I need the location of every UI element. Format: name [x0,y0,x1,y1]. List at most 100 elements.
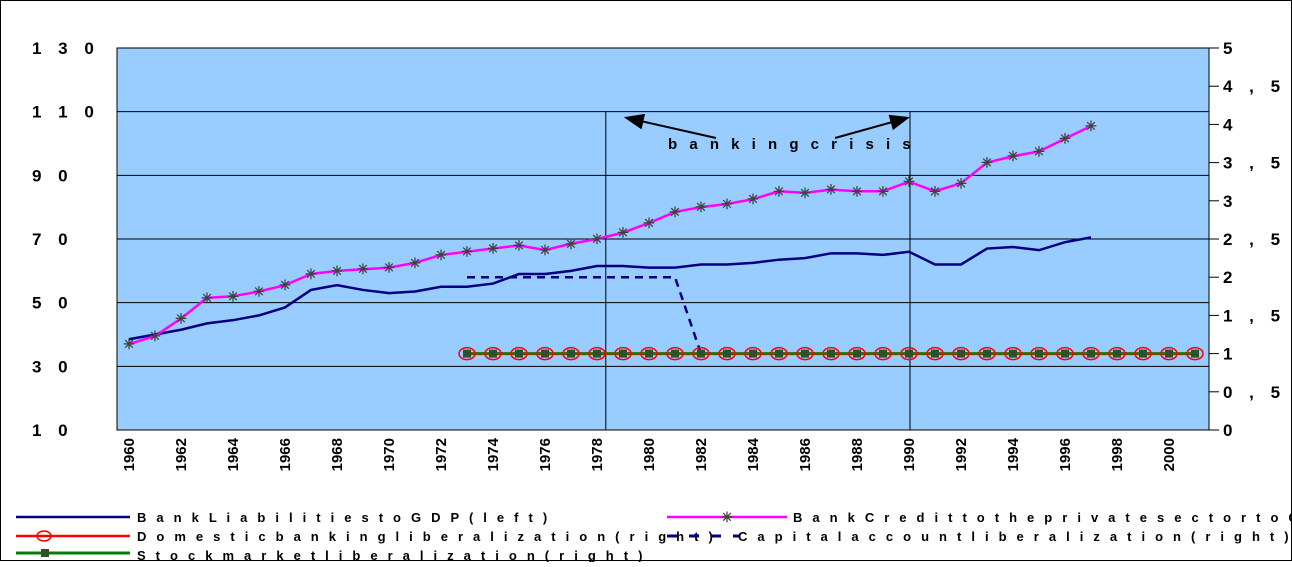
series-stock-point [879,349,887,358]
x-tick-label: 1974 [485,437,502,471]
series-credit-point: ✳ [331,263,343,279]
series-credit-point: ✳ [539,242,551,258]
series-stock-point [983,349,991,358]
series-domestic-point [978,346,996,361]
left-tick-label: 1 0 [32,421,74,440]
series-credit-point: ✳ [279,277,291,293]
series-domestic-point [1056,346,1074,361]
series-domestic-point [952,346,970,361]
x-tick-label: 2000 [1161,438,1178,471]
series-credit-point: ✳ [1085,118,1097,134]
right-tick-label: 2 , 5 [1223,230,1286,249]
right-tick-label: 4 [1223,115,1238,134]
series-stock-point [775,349,783,358]
left-tick-label: 9 0 [32,166,74,185]
right-tick-label: 0 , 5 [1223,383,1286,402]
series-credit-point: ✳ [799,185,811,201]
series-domestic-point [588,346,606,361]
x-tick-label: 1998 [1109,438,1126,471]
series-stock-point [697,349,705,358]
series-stock-point [931,349,939,358]
series-domestic-point [1186,346,1204,361]
series-credit-point: ✳ [955,175,967,191]
x-tick-label: 1984 [745,437,762,471]
series-credit-point: ✳ [903,174,915,190]
series-credit-point: ✳ [669,204,681,220]
series-domestic-point [666,346,684,361]
series-stock-point [463,349,471,358]
series-stock-point [1139,349,1147,358]
right-tick-label: 4 , 5 [1223,77,1286,96]
legend-label-capital: C a p i t a l a c c o u n t l i b e r a … [738,529,1292,544]
series-stock-point [1035,349,1043,358]
x-tick-label: 1960 [121,438,138,471]
series-credit-point: ✳ [747,191,759,207]
series-stock-point [749,349,757,358]
legend-label-credit: B a n k C r e d i t t o t h e p r i v a … [793,510,1292,525]
series-domestic-point [926,346,944,361]
series-domestic-point [692,346,710,361]
x-tick-label: 1976 [537,438,554,471]
x-tick-label: 1980 [641,438,658,471]
series-credit-point: ✳ [435,247,447,263]
series-credit-point: ✳ [201,290,213,306]
series-stock-point [905,349,913,358]
x-tick-label: 1978 [589,438,606,471]
series-stock-point [957,349,965,358]
series-domestic-point [848,346,866,361]
left-tick-label: 1 1 0 [32,103,100,122]
series-stock-point [671,349,679,358]
crisis-arrow-left [623,113,717,139]
series-credit-point: ✳ [461,244,473,260]
right-tick-label: 3 , 5 [1223,154,1286,173]
series-domestic-point [796,346,814,361]
series-credit-point: ✳ [175,311,187,327]
series-credit-point: ✳ [773,183,785,199]
series-credit-point: ✳ [305,266,317,282]
series-domestic-point [562,346,580,361]
series-credit-point: ✳ [357,261,369,277]
series-domestic-point [1134,346,1152,361]
series-stock-point [1061,349,1069,358]
series-credit-point: ✳ [149,328,161,344]
series-credit-point: ✳ [695,199,707,215]
series-stock-point [723,349,731,358]
series-stock-point [619,349,627,358]
series-credit-point: ✳ [253,284,265,300]
x-tick-label: 1970 [381,438,398,471]
series-stock-point [853,349,861,358]
left-tick-label: 1 3 0 [32,39,100,58]
series-credit-point: ✳ [877,183,889,199]
series-domestic-point [614,346,632,361]
series-stock-point [1165,349,1173,358]
series-stock-point [1009,349,1017,358]
series-domestic-point [1082,346,1100,361]
series-credit-point: ✳ [643,215,655,231]
x-tick-label: 1994 [1005,437,1022,471]
legend-label-domestic: D o m e s t i c b a n k i n g l i b e r … [137,529,716,544]
series-stock-point [489,349,497,358]
right-tick-label: 1 , 5 [1223,306,1286,325]
x-tick-label: 1968 [329,438,346,471]
x-tick-label: 1964 [225,437,242,471]
legend-marker-credit: ✳ [721,509,733,525]
series-credit-line [128,124,1092,346]
x-tick-label: 1982 [693,438,710,471]
x-tick-label: 1990 [901,438,918,471]
right-tick-label: 0 [1223,421,1238,440]
series-credit-point: ✳ [851,183,863,199]
axis-layer: 1 3 0 1 1 0 9 0 7 0 5 0 3 0 1 0 5 4 , 5 4 3 , 5 3 2 … [32,39,1286,471]
series-credit-point: ✳ [1059,131,1071,147]
series-credit-point: ✳ [1007,148,1019,164]
series-credit-point: ✳ [409,255,421,271]
series-capital-line [467,275,703,355]
series-domestic-point [1030,346,1048,361]
series-credit-point: ✳ [1033,143,1045,159]
series-credit-point: ✳ [227,288,239,304]
left-tick-label: 5 0 [32,294,74,313]
series-stock-point [801,349,809,358]
series-domestic-point [484,346,502,361]
series-credit-point: ✳ [825,182,837,198]
